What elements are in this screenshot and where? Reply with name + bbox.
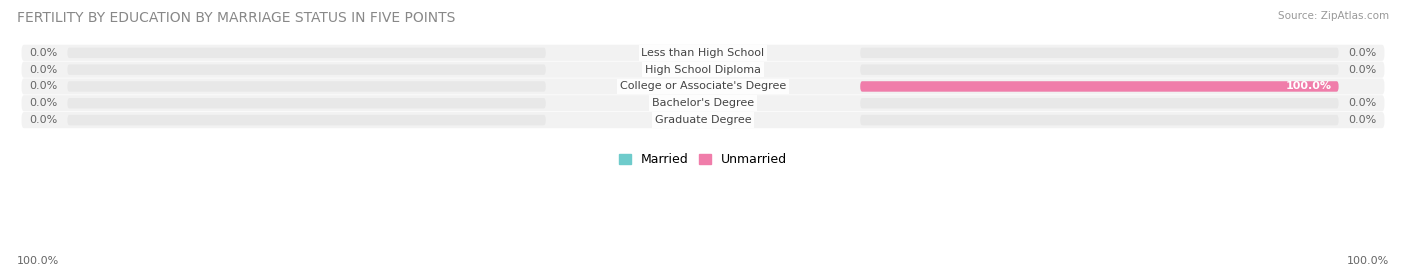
FancyBboxPatch shape <box>860 81 1339 92</box>
FancyBboxPatch shape <box>21 112 1385 128</box>
Text: Graduate Degree: Graduate Degree <box>655 115 751 125</box>
FancyBboxPatch shape <box>67 48 546 58</box>
FancyBboxPatch shape <box>21 78 1385 94</box>
FancyBboxPatch shape <box>860 65 1339 75</box>
Text: 100.0%: 100.0% <box>17 256 59 266</box>
Text: 0.0%: 0.0% <box>1348 115 1376 125</box>
Text: College or Associate's Degree: College or Associate's Degree <box>620 82 786 91</box>
FancyBboxPatch shape <box>860 81 1339 92</box>
FancyBboxPatch shape <box>67 115 546 125</box>
FancyBboxPatch shape <box>21 45 1385 61</box>
Text: 0.0%: 0.0% <box>30 115 58 125</box>
Text: 100.0%: 100.0% <box>1286 82 1331 91</box>
Text: Bachelor's Degree: Bachelor's Degree <box>652 98 754 108</box>
Text: 0.0%: 0.0% <box>30 65 58 75</box>
FancyBboxPatch shape <box>860 115 1339 125</box>
Text: Source: ZipAtlas.com: Source: ZipAtlas.com <box>1278 11 1389 21</box>
Text: 0.0%: 0.0% <box>30 98 58 108</box>
FancyBboxPatch shape <box>860 98 1339 108</box>
Text: 0.0%: 0.0% <box>1348 65 1376 75</box>
Text: FERTILITY BY EDUCATION BY MARRIAGE STATUS IN FIVE POINTS: FERTILITY BY EDUCATION BY MARRIAGE STATU… <box>17 11 456 25</box>
Text: 0.0%: 0.0% <box>30 82 58 91</box>
FancyBboxPatch shape <box>21 95 1385 111</box>
Text: 0.0%: 0.0% <box>1348 48 1376 58</box>
FancyBboxPatch shape <box>860 48 1339 58</box>
Text: 0.0%: 0.0% <box>1348 98 1376 108</box>
FancyBboxPatch shape <box>67 98 546 108</box>
Legend: Married, Unmarried: Married, Unmarried <box>613 148 793 171</box>
FancyBboxPatch shape <box>67 81 546 92</box>
Text: 0.0%: 0.0% <box>30 48 58 58</box>
Text: High School Diploma: High School Diploma <box>645 65 761 75</box>
FancyBboxPatch shape <box>21 62 1385 78</box>
FancyBboxPatch shape <box>67 65 546 75</box>
Text: Less than High School: Less than High School <box>641 48 765 58</box>
Text: 100.0%: 100.0% <box>1347 256 1389 266</box>
